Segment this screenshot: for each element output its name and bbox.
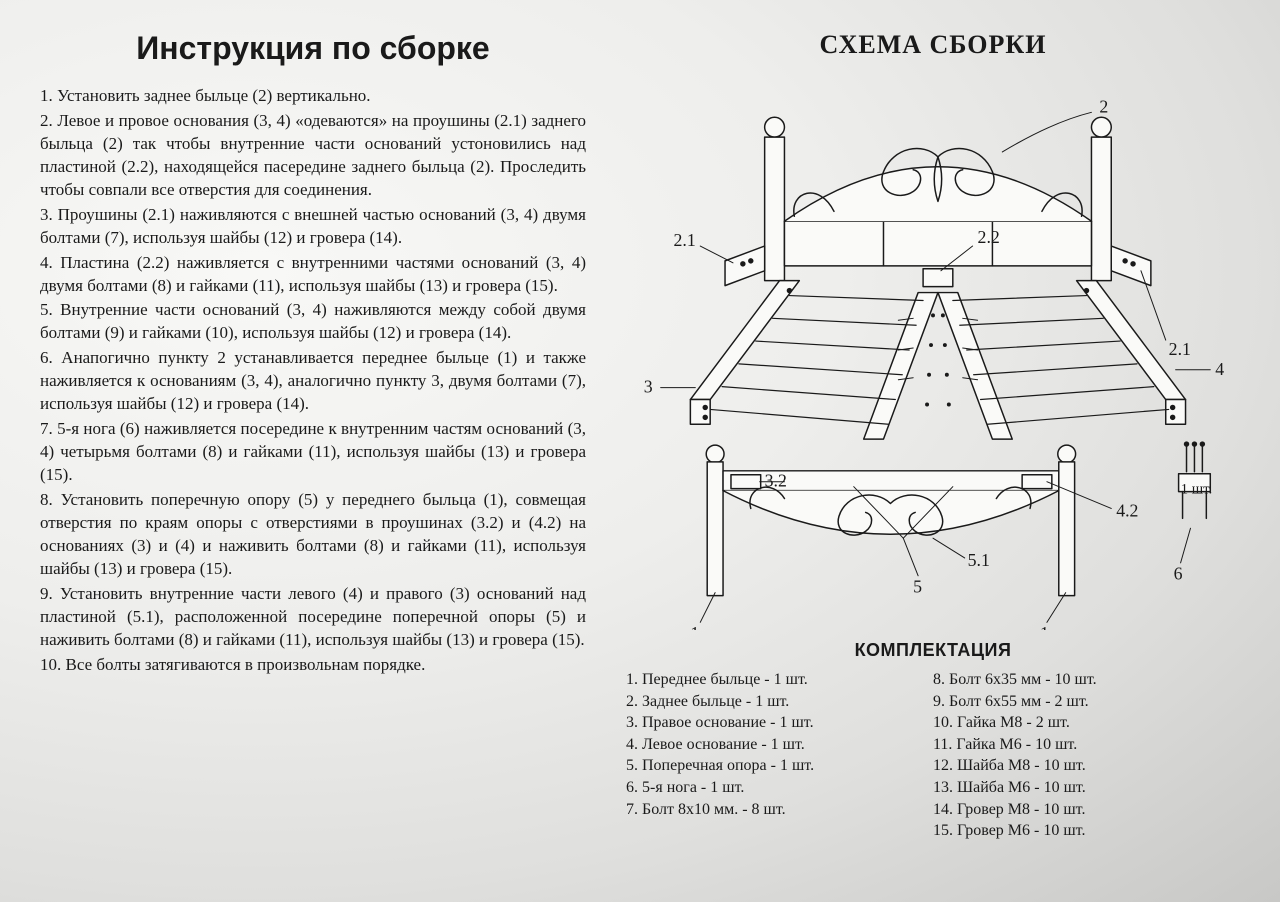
parts-list: 1. Переднее быльце - 1 шт.2. Заднее быль… [626, 669, 1240, 842]
instruction-step: 2. Левое и провое основания (3, 4) «одев… [40, 110, 586, 202]
diagram-label-4: 4 [1215, 359, 1224, 379]
parts-title: КОМПЛЕКТАЦИЯ [626, 640, 1240, 661]
instruction-step: 3. Проушины (2.1) наживляются с внешней … [40, 204, 586, 250]
parts-item: 13. Шайба М6 - 10 шт. [933, 777, 1240, 799]
diagram-label-6: 6 [1174, 564, 1183, 584]
parts-item: 3. Правое основание - 1 шт. [626, 712, 933, 734]
instruction-step: 4. Пластина (2.2) наживляется с внутренн… [40, 252, 586, 298]
parts-item: 12. Шайба М8 - 10 шт. [933, 755, 1240, 777]
diagram-label-2-1-right: 2.1 [1169, 339, 1191, 359]
diagram-label-5-1: 5.1 [968, 550, 990, 570]
parts-item: 11. Гайка М6 - 10 шт. [933, 734, 1240, 756]
parts-item: 10. Гайка М8 - 2 шт. [933, 712, 1240, 734]
assembly-diagram: 2 2.1 2.1 2.2 3 4 3.2 4.2 5 5.1 1 1 6 1 … [626, 70, 1240, 630]
instruction-step: 10. Все болты затягиваются в произвольна… [40, 654, 586, 677]
diagram-label-2-2: 2.2 [978, 227, 1000, 247]
diagram-label-2-1-left: 2.1 [674, 230, 696, 250]
parts-item: 1. Переднее быльце - 1 шт. [626, 669, 933, 691]
instruction-step: 7. 5-я нога (6) наживляется посередине к… [40, 418, 586, 487]
diagram-hw-note: 1 шт. [1181, 482, 1213, 498]
instruction-step: 8. Установить поперечную опору (5) у пер… [40, 489, 586, 581]
main-title: Инструкция по сборке [40, 30, 586, 67]
parts-item: 7. Болт 8х10 мм. - 8 шт. [626, 799, 933, 821]
diagram-label-3: 3 [644, 377, 653, 397]
instruction-step: 6. Анапогично пункту 2 устанавливается п… [40, 347, 586, 416]
diagram-label-1-left: 1 [690, 623, 699, 630]
instruction-step: 1. Установить заднее быльце (2) вертикал… [40, 85, 586, 108]
parts-item: 6. 5-я нога - 1 шт. [626, 777, 933, 799]
diagram-label-2: 2 [1099, 96, 1108, 116]
diagram-label-5: 5 [913, 577, 922, 597]
instructions-block: 1. Установить заднее быльце (2) вертикал… [40, 85, 586, 676]
diagram-label-3-2: 3.2 [765, 471, 787, 491]
parts-item: 2. Заднее быльце - 1 шт. [626, 691, 933, 713]
diagram-label-1-right: 1 [1040, 623, 1049, 630]
parts-item: 8. Болт 6х35 мм - 10 шт. [933, 669, 1240, 691]
parts-item: 15. Гровер М6 - 10 шт. [933, 820, 1240, 842]
instruction-step: 5. Внутренние части оснований (3, 4) наж… [40, 299, 586, 345]
diagram-label-4-2: 4.2 [1116, 500, 1138, 520]
parts-item: 4. Левое основание - 1 шт. [626, 734, 933, 756]
scheme-title: СХЕМА СБОРКИ [626, 30, 1240, 60]
parts-item: 14. Гровер М8 - 10 шт. [933, 799, 1240, 821]
instruction-step: 9. Установить внутренние части левого (4… [40, 583, 586, 652]
parts-item: 9. Болт 6х55 мм - 2 шт. [933, 691, 1240, 713]
parts-item: 5. Поперечная опора - 1 шт. [626, 755, 933, 777]
